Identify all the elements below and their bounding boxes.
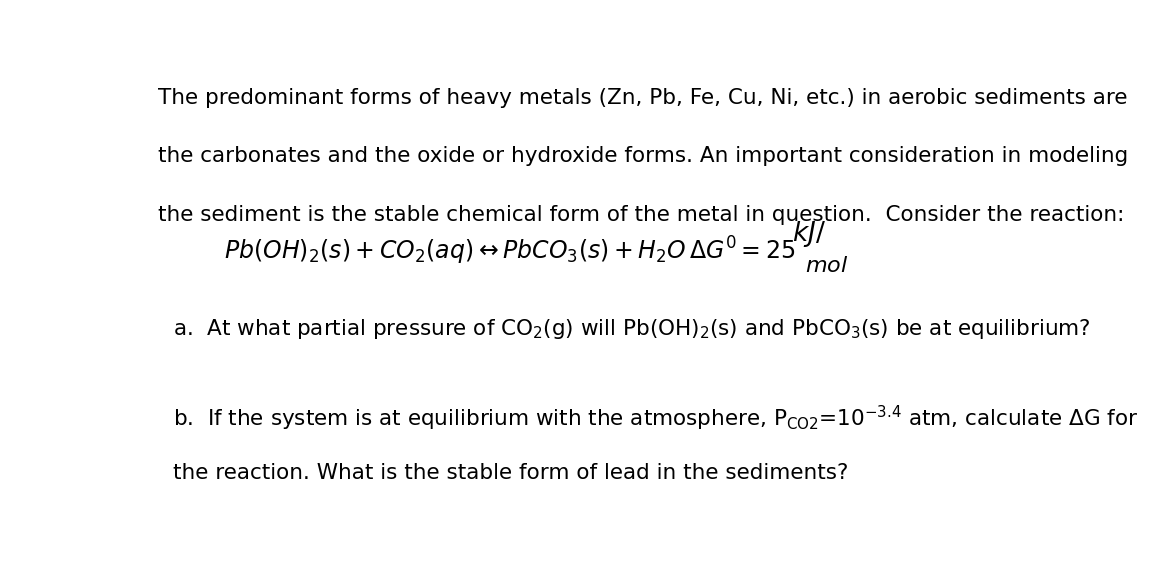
Text: a.  At what partial pressure of CO$_2$(g) will Pb(OH)$_2$(s) and PbCO$_3$(s) be : a. At what partial pressure of CO$_2$(g)… — [173, 318, 1090, 341]
Text: The predominant forms of heavy metals (Zn, Pb, Fe, Cu, Ni, etc.) in aerobic sedi: The predominant forms of heavy metals (Z… — [158, 88, 1128, 108]
Text: the reaction. What is the stable form of lead in the sediments?: the reaction. What is the stable form of… — [173, 463, 848, 483]
Text: $\mathit{mol}$: $\mathit{mol}$ — [806, 256, 848, 276]
Text: $\mathit{Pb(OH)_2(s) + CO_2(aq) \leftrightarrow PbCO_3(s) + H_2O}$: $\mathit{Pb(OH)_2(s) + CO_2(aq) \leftrig… — [225, 237, 687, 265]
Text: $\mathit{kJ/}$: $\mathit{kJ/}$ — [793, 218, 827, 248]
Text: the sediment is the stable chemical form of the metal in question.  Consider the: the sediment is the stable chemical form… — [158, 205, 1124, 225]
Text: b.  If the system is at equilibrium with the atmosphere, P$_{\mathregular{CO2}}$: b. If the system is at equilibrium with … — [173, 404, 1138, 434]
Text: the carbonates and the oxide or hydroxide forms. An important consideration in m: the carbonates and the oxide or hydroxid… — [158, 147, 1128, 166]
Text: $\Delta G^0 = 25$: $\Delta G^0 = 25$ — [689, 237, 796, 264]
